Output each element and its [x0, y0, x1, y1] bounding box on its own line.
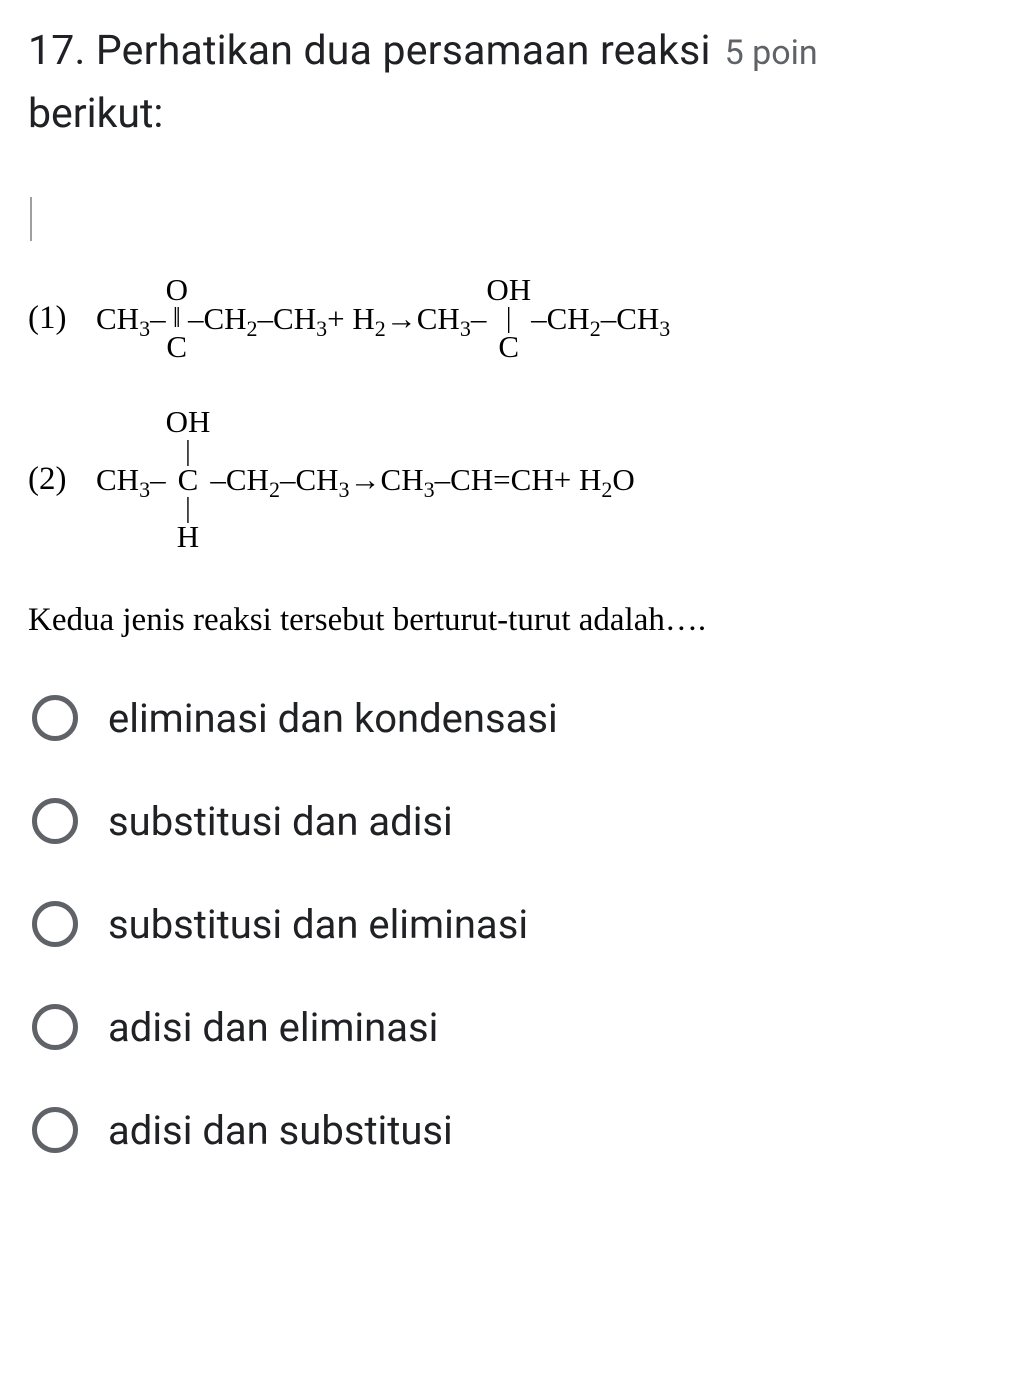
r2-dash2: –	[210, 462, 226, 498]
option-c[interactable]: substitusi dan eliminasi	[28, 901, 988, 948]
option-b-label: substitusi dan adisi	[108, 798, 453, 845]
question-card: 17. Perhatikan dua persamaan reaksi 5 po…	[0, 0, 1016, 1194]
r1-c2: C	[498, 331, 519, 364]
r1-dash5: –	[531, 301, 547, 337]
points-label: 5 poin	[725, 33, 818, 73]
r1-dash3: –	[258, 301, 274, 337]
question-header: 17. Perhatikan dua persamaan reaksi 5 po…	[28, 24, 988, 79]
r2-rch3: CH3	[381, 462, 435, 498]
r1-hydroxyl-stack: OH | C	[486, 274, 531, 364]
r1-c: C	[166, 331, 187, 364]
r2-ch3b: CH3	[295, 462, 349, 498]
reaction-2: (2) CH3 – OH | C | H – CH2 – CH3 → CH3 –	[28, 406, 988, 554]
r2-coh-stack: OH | C | H	[166, 406, 211, 554]
r1-carbonyl-stack: O ‖ C	[166, 274, 188, 364]
question-title-line1: 17. Perhatikan dua persamaan reaksi	[28, 24, 711, 79]
r1-rch3a: CH3	[417, 301, 471, 337]
question-number: 17.	[28, 27, 86, 75]
r1-dash4: –	[471, 301, 487, 337]
r1-rch2: CH2	[547, 301, 601, 337]
text-cursor-icon	[30, 197, 32, 241]
option-e-label: adisi dan substitusi	[108, 1107, 453, 1154]
r1-oh: OH	[486, 274, 531, 307]
reactions-block: (1) CH3 – O ‖ C – CH2 – CH3 + H2 → CH3 –	[28, 197, 988, 554]
question-text-1: Perhatikan dua persamaan reaksi	[96, 27, 711, 75]
r1-dblbond-icon: ‖	[173, 306, 181, 331]
reaction-1-number: (1)	[28, 300, 82, 337]
option-d[interactable]: adisi dan eliminasi	[28, 1004, 988, 1051]
question-prompt: Kedua jenis reaksi tersebut berturut-tur…	[28, 602, 988, 639]
r2-eq: =	[493, 462, 510, 498]
option-a-label: eliminasi dan kondensasi	[108, 695, 558, 742]
r2-o: O	[612, 462, 634, 498]
radio-icon[interactable]	[32, 695, 78, 741]
option-b[interactable]: substitusi dan adisi	[28, 798, 988, 845]
r1-singlebond-icon: |	[506, 306, 512, 331]
r1-ch2: CH2	[203, 301, 257, 337]
r1-dash1: –	[150, 301, 166, 337]
r2-rch-b: CH	[511, 462, 554, 498]
option-a[interactable]: eliminasi dan kondensasi	[28, 695, 988, 742]
r2-c: C	[178, 464, 199, 497]
r2-arrow-icon: →	[350, 462, 381, 498]
option-c-label: substitusi dan eliminasi	[108, 901, 528, 948]
reaction-2-number: (2)	[28, 461, 82, 498]
r2-oh: OH	[166, 406, 211, 439]
r2-dash1: –	[150, 462, 166, 498]
r1-arrow-icon: →	[386, 301, 417, 337]
r1-o: O	[166, 274, 188, 307]
reaction-1: (1) CH3 – O ‖ C – CH2 – CH3 + H2 → CH3 –	[28, 274, 988, 364]
r1-dash6: –	[601, 301, 617, 337]
radio-icon[interactable]	[32, 1004, 78, 1050]
radio-icon[interactable]	[32, 798, 78, 844]
r2-ch2: CH2	[226, 462, 280, 498]
r1-dash2: –	[188, 301, 204, 337]
r2-dash3: –	[280, 462, 296, 498]
radio-icon[interactable]	[32, 901, 78, 947]
r1-ch3a: CH3	[96, 301, 150, 337]
r1-ch3b: CH3	[273, 301, 327, 337]
r2-rch: CH	[450, 462, 493, 498]
reaction-1-equation: CH3 – O ‖ C – CH2 – CH3 + H2 → CH3 – OH	[96, 274, 670, 364]
radio-icon[interactable]	[32, 1107, 78, 1153]
r2-plus-h2: + H2	[554, 462, 613, 498]
r2-ch3a: CH3	[96, 462, 150, 498]
r2-dash4: –	[435, 462, 451, 498]
r2-bond-bot-icon: |	[185, 496, 191, 521]
options-group: eliminasi dan kondensasi substitusi dan …	[28, 695, 988, 1154]
option-d-label: adisi dan eliminasi	[108, 1004, 438, 1051]
r1-rch3b: CH3	[616, 301, 670, 337]
question-title-line2: berikut:	[28, 87, 988, 142]
r1-plus-h2: + H2	[327, 301, 386, 337]
r2-bond-top-icon: |	[185, 439, 191, 464]
reaction-2-equation: CH3 – OH | C | H – CH2 – CH3 → CH3 – CH …	[96, 406, 635, 554]
option-e[interactable]: adisi dan substitusi	[28, 1107, 988, 1154]
r2-h: H	[177, 521, 199, 554]
